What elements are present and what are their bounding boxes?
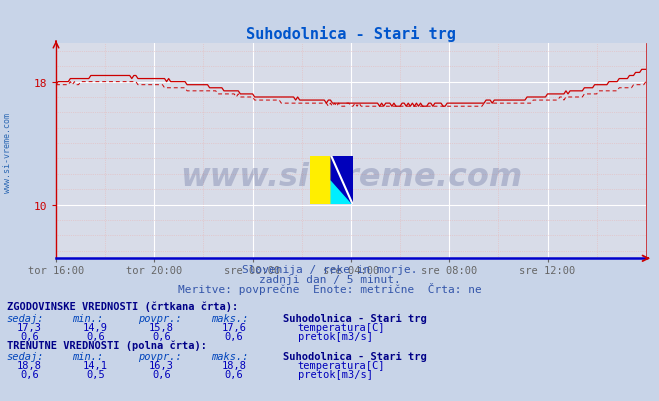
Text: temperatura[C]: temperatura[C] <box>298 360 386 371</box>
Text: min.:: min.: <box>72 351 103 361</box>
Text: temperatura[C]: temperatura[C] <box>298 322 386 332</box>
Text: maks.:: maks.: <box>211 351 248 361</box>
Bar <box>310 156 331 205</box>
Text: Suhodolnica - Stari trg: Suhodolnica - Stari trg <box>283 313 427 323</box>
Text: 17,3: 17,3 <box>17 322 42 332</box>
Text: 18,8: 18,8 <box>221 360 246 371</box>
Text: 17,6: 17,6 <box>221 322 246 332</box>
Text: TRENUTNE VREDNOSTI (polna črta):: TRENUTNE VREDNOSTI (polna črta): <box>7 340 206 350</box>
Text: 14,9: 14,9 <box>83 322 108 332</box>
Text: 0,5: 0,5 <box>86 369 105 379</box>
Text: pretok[m3/s]: pretok[m3/s] <box>298 369 373 379</box>
Text: povpr.:: povpr.: <box>138 351 182 361</box>
Text: pretok[m3/s]: pretok[m3/s] <box>298 331 373 341</box>
Text: 16,3: 16,3 <box>149 360 174 371</box>
Text: maks.:: maks.: <box>211 313 248 323</box>
Text: 14,1: 14,1 <box>83 360 108 371</box>
Polygon shape <box>331 180 353 205</box>
Text: 0,6: 0,6 <box>225 331 243 341</box>
Text: www.si-vreme.com: www.si-vreme.com <box>180 162 522 192</box>
Text: sedaj:: sedaj: <box>7 351 44 361</box>
Title: Suhodolnica - Stari trg: Suhodolnica - Stari trg <box>246 26 456 42</box>
Text: min.:: min.: <box>72 313 103 323</box>
Text: 0,6: 0,6 <box>225 369 243 379</box>
Text: 0,6: 0,6 <box>20 331 39 341</box>
Text: sedaj:: sedaj: <box>7 313 44 323</box>
Polygon shape <box>331 156 353 205</box>
Text: povpr.:: povpr.: <box>138 313 182 323</box>
Text: zadnji dan / 5 minut.: zadnji dan / 5 minut. <box>258 275 401 285</box>
Text: 18,8: 18,8 <box>17 360 42 371</box>
Text: 15,8: 15,8 <box>149 322 174 332</box>
Text: 0,6: 0,6 <box>86 331 105 341</box>
Text: 0,6: 0,6 <box>152 369 171 379</box>
Text: Slovenija / reke in morje.: Slovenija / reke in morje. <box>242 265 417 275</box>
Text: www.si-vreme.com: www.si-vreme.com <box>3 112 13 192</box>
Text: ZGODOVINSKE VREDNOSTI (črtkana črta):: ZGODOVINSKE VREDNOSTI (črtkana črta): <box>7 301 238 312</box>
Text: 0,6: 0,6 <box>152 331 171 341</box>
Text: Meritve: povprečne  Enote: metrične  Črta: ne: Meritve: povprečne Enote: metrične Črta:… <box>178 283 481 295</box>
Text: Suhodolnica - Stari trg: Suhodolnica - Stari trg <box>283 351 427 361</box>
Text: 0,6: 0,6 <box>20 369 39 379</box>
